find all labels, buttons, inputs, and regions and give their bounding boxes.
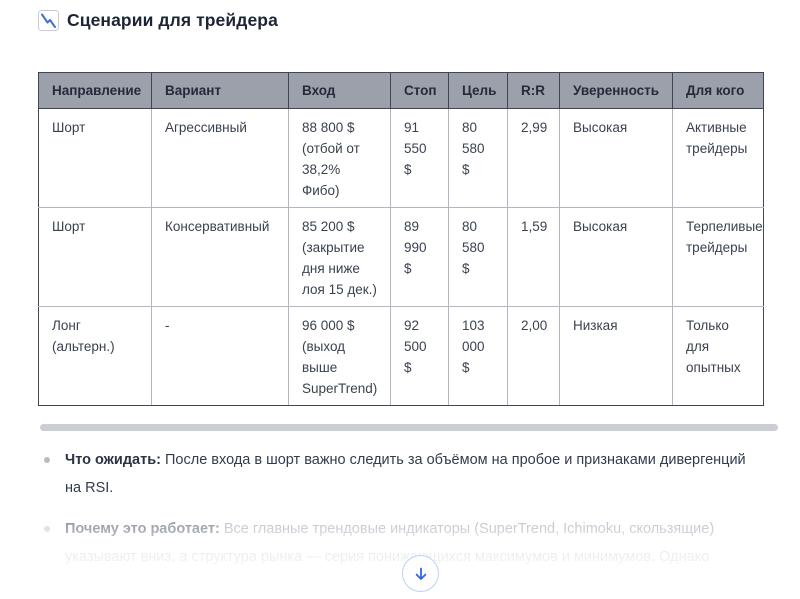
cell-entry: 96 000 $ (выход выше SuperTrend) [288,306,391,406]
trader-scenarios-table: Направление Вариант Вход Стоп Цель R:R У… [38,72,764,406]
col-header-for-whom: Для кого [672,72,764,109]
scroll-to-bottom-button[interactable] [402,555,439,592]
cell-stop: 92 500 $ [390,306,449,406]
chart-decreasing-icon [38,10,59,31]
cell-stop: 91 550 $ [390,108,449,208]
cell-target: 80 580 $ [448,207,508,307]
cell-stop: 89 990 $ [390,207,449,307]
col-header-stop: Стоп [390,72,449,109]
cell-entry: 88 800 $ (отбой от 38,2% Фибо) [288,108,391,208]
cell-confidence: Низкая [559,306,673,406]
cell-variant: Агрессивный [151,108,289,208]
table-row: Шорт Агрессивный 88 800 $ (отбой от 38,2… [38,108,764,208]
list-item: Что ожидать: После входа в шорт важно сл… [38,446,746,502]
cell-variant: Консервативный [151,207,289,307]
cell-for-whom: Только для опытных [672,306,764,406]
cell-entry: 85 200 $ (закрытие дня ниже лоя 15 дек.) [288,207,391,307]
table-header-row: Направление Вариант Вход Стоп Цель R:R У… [38,72,764,109]
bullet-icon [44,457,50,463]
table-row: Шорт Консервативный 85 200 $ (закрытие д… [38,207,764,307]
section-divider [40,424,778,431]
page-title-row: Сценарии для трейдера [38,10,278,31]
col-header-entry: Вход [288,72,391,109]
bullet-icon [44,526,50,532]
col-header-rr: R:R [507,72,560,109]
cell-direction: Шорт [38,207,152,307]
cell-rr: 2,00 [507,306,560,406]
col-header-target: Цель [448,72,508,109]
notes-list: Что ожидать: После входа в шорт важно сл… [38,446,746,584]
cell-for-whom: Терпеливые трейдеры [672,207,764,307]
cell-target: 103 000 $ [448,306,508,406]
col-header-confidence: Уверенность [559,72,673,109]
cell-target: 80 580 $ [448,108,508,208]
cell-variant: - [151,306,289,406]
col-header-direction: Направление [38,72,152,109]
list-item: Почему это работает: Все главные трендов… [38,515,746,571]
note-label: Что ожидать: [65,452,161,468]
cell-confidence: Высокая [559,108,673,208]
table-row: Лонг (альтерн.) - 96 000 $ (выход выше S… [38,306,764,406]
cell-direction: Лонг (альтерн.) [38,306,152,406]
cell-direction: Шорт [38,108,152,208]
cell-rr: 1,59 [507,207,560,307]
col-header-variant: Вариант [151,72,289,109]
cell-confidence: Высокая [559,207,673,307]
note-text: После входа в шорт важно следить за объё… [65,452,746,496]
cell-rr: 2,99 [507,108,560,208]
arrow-down-icon [413,566,429,582]
note-label: Почему это работает: [65,521,220,537]
cell-for-whom: Активные трейдеры [672,108,764,208]
page-title: Сценарии для трейдера [67,10,278,30]
